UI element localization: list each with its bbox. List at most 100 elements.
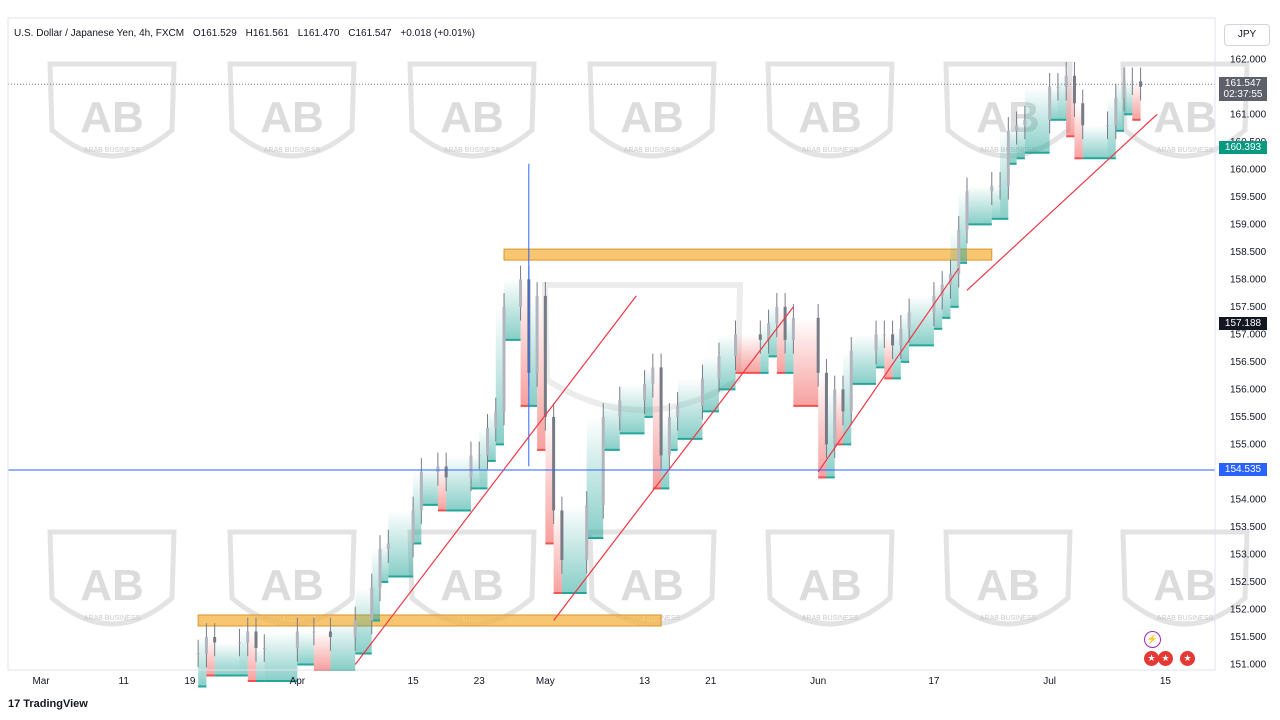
candle-body <box>213 636 217 643</box>
watermark-shield <box>47 529 177 627</box>
cloud-green-step <box>330 620 356 670</box>
candle-body <box>1048 86 1052 120</box>
candle-body <box>667 416 671 456</box>
cloud-green-step <box>677 378 703 439</box>
price-label-black: 157.188 <box>1219 317 1267 331</box>
x-tick-label: 15 <box>408 676 420 687</box>
zones-layer <box>197 248 993 627</box>
trendline <box>553 306 794 621</box>
watermark-text: ARAB BUSINESS <box>264 147 321 154</box>
cloud-green-step <box>1024 86 1050 153</box>
candle-body <box>783 306 787 340</box>
cloud-green-step <box>842 350 852 445</box>
cloud-green-step <box>1008 125 1017 164</box>
watermark-shield <box>407 61 537 159</box>
high-value: H161.561 <box>245 28 289 39</box>
candle-body <box>874 334 878 351</box>
cloud-green-step <box>371 548 381 621</box>
cloud-green-step <box>892 328 901 379</box>
cloud-green-step <box>1000 130 1009 219</box>
cloud-green-step <box>1082 125 1108 159</box>
y-tick-label: 151.000 <box>1230 659 1267 670</box>
watermark-shield <box>47 61 177 159</box>
cloud-green-step <box>661 416 670 489</box>
tradingview-brand[interactable]: 17 TradingView <box>8 698 88 710</box>
cloud-green-step <box>909 295 934 346</box>
candle-body <box>477 455 481 457</box>
y-tick-label: 158.500 <box>1230 247 1267 258</box>
watermark-logo: AB <box>80 561 144 610</box>
watermark-shield <box>943 529 1073 627</box>
x-tick-label: 15 <box>1160 676 1172 687</box>
cloud-green-step <box>851 334 877 384</box>
y-tick-label: 159.000 <box>1230 219 1267 230</box>
cloud-green-step <box>256 647 265 682</box>
candle-body <box>651 367 655 384</box>
cloud-green-step <box>1016 119 1025 159</box>
candle-body <box>246 631 250 643</box>
candle-body <box>436 466 440 472</box>
cloud-green-step <box>495 306 505 445</box>
watermark-shield <box>1120 61 1250 159</box>
watermark-text: ARAB BUSINESS <box>84 147 141 154</box>
candle-body <box>965 191 969 230</box>
lightning-icon[interactable]: ⚡ <box>1144 631 1161 648</box>
candle-body <box>196 653 200 655</box>
cloud-green-step <box>1107 97 1116 159</box>
cloud-green-step <box>388 510 414 577</box>
cloud-red-step <box>776 306 786 373</box>
change-value: +0.018 (+0.01%) <box>400 28 475 39</box>
brand-text: TradingView <box>23 698 88 710</box>
cloud-green-step <box>586 416 604 538</box>
x-tick-label: 11 <box>119 676 130 687</box>
candle-body <box>833 389 837 445</box>
y-tick-label: 155.000 <box>1230 439 1267 450</box>
cloud-green-step <box>950 229 959 307</box>
candle-body <box>585 504 589 560</box>
symbol-header: U.S. Dollar / Japanese Yen, 4h, FXCM O16… <box>14 28 481 39</box>
currency-button[interactable]: JPY <box>1224 24 1270 46</box>
candle-body <box>312 631 316 633</box>
watermark-text: ARAB BUSINESS <box>1157 147 1214 154</box>
y-tick-label: 152.000 <box>1230 604 1267 615</box>
candle-body <box>386 543 390 549</box>
cloud-red-step <box>652 367 662 489</box>
cloud-green-step <box>603 400 620 450</box>
us-flag-icon[interactable]: ★ <box>1180 651 1195 666</box>
cloud-green-step <box>264 631 298 682</box>
watermark-text: ARAB BUSINESS <box>802 615 859 622</box>
open-value: O161.529 <box>192 28 237 39</box>
cloud-red-step <box>313 631 331 670</box>
candle-body <box>824 372 828 445</box>
cloud-green-step <box>991 185 1001 219</box>
plot-border <box>7 17 1216 671</box>
candle-body <box>560 510 564 560</box>
watermark-text: ARAB BUSINESS <box>84 615 141 622</box>
cloud-green-step <box>446 455 471 511</box>
candle-body <box>295 631 299 648</box>
candle-body <box>204 636 208 654</box>
watermark-text: ARAB BUSINESS <box>980 615 1037 622</box>
y-tick-label: 156.500 <box>1230 357 1267 368</box>
watermark-logo: AB <box>620 93 684 142</box>
cloud-green-step <box>1049 86 1058 120</box>
watermark-shield <box>765 61 895 159</box>
watermark-logo: AB <box>798 561 862 610</box>
x-tick-label: May <box>536 676 555 687</box>
hline-price-label: 154.535 <box>1219 462 1267 476</box>
candle-body <box>643 383 647 401</box>
current-price-value: 161.547 <box>1224 78 1262 90</box>
us-flag-icon[interactable]: ★ <box>1158 651 1173 666</box>
cloud-green-step <box>1124 81 1133 115</box>
candle-body <box>1081 103 1085 126</box>
watermark-logo: AB <box>1153 561 1217 610</box>
cloud-green-step <box>413 471 422 544</box>
cloud-red-step <box>793 317 819 406</box>
cloud-green-step <box>1115 81 1125 131</box>
candle-body <box>816 317 820 373</box>
us-flag-icon[interactable]: ★ <box>1144 651 1159 666</box>
trendline <box>817 268 960 473</box>
candle-body <box>1015 125 1019 131</box>
y-tick-label: 158.000 <box>1230 274 1267 285</box>
